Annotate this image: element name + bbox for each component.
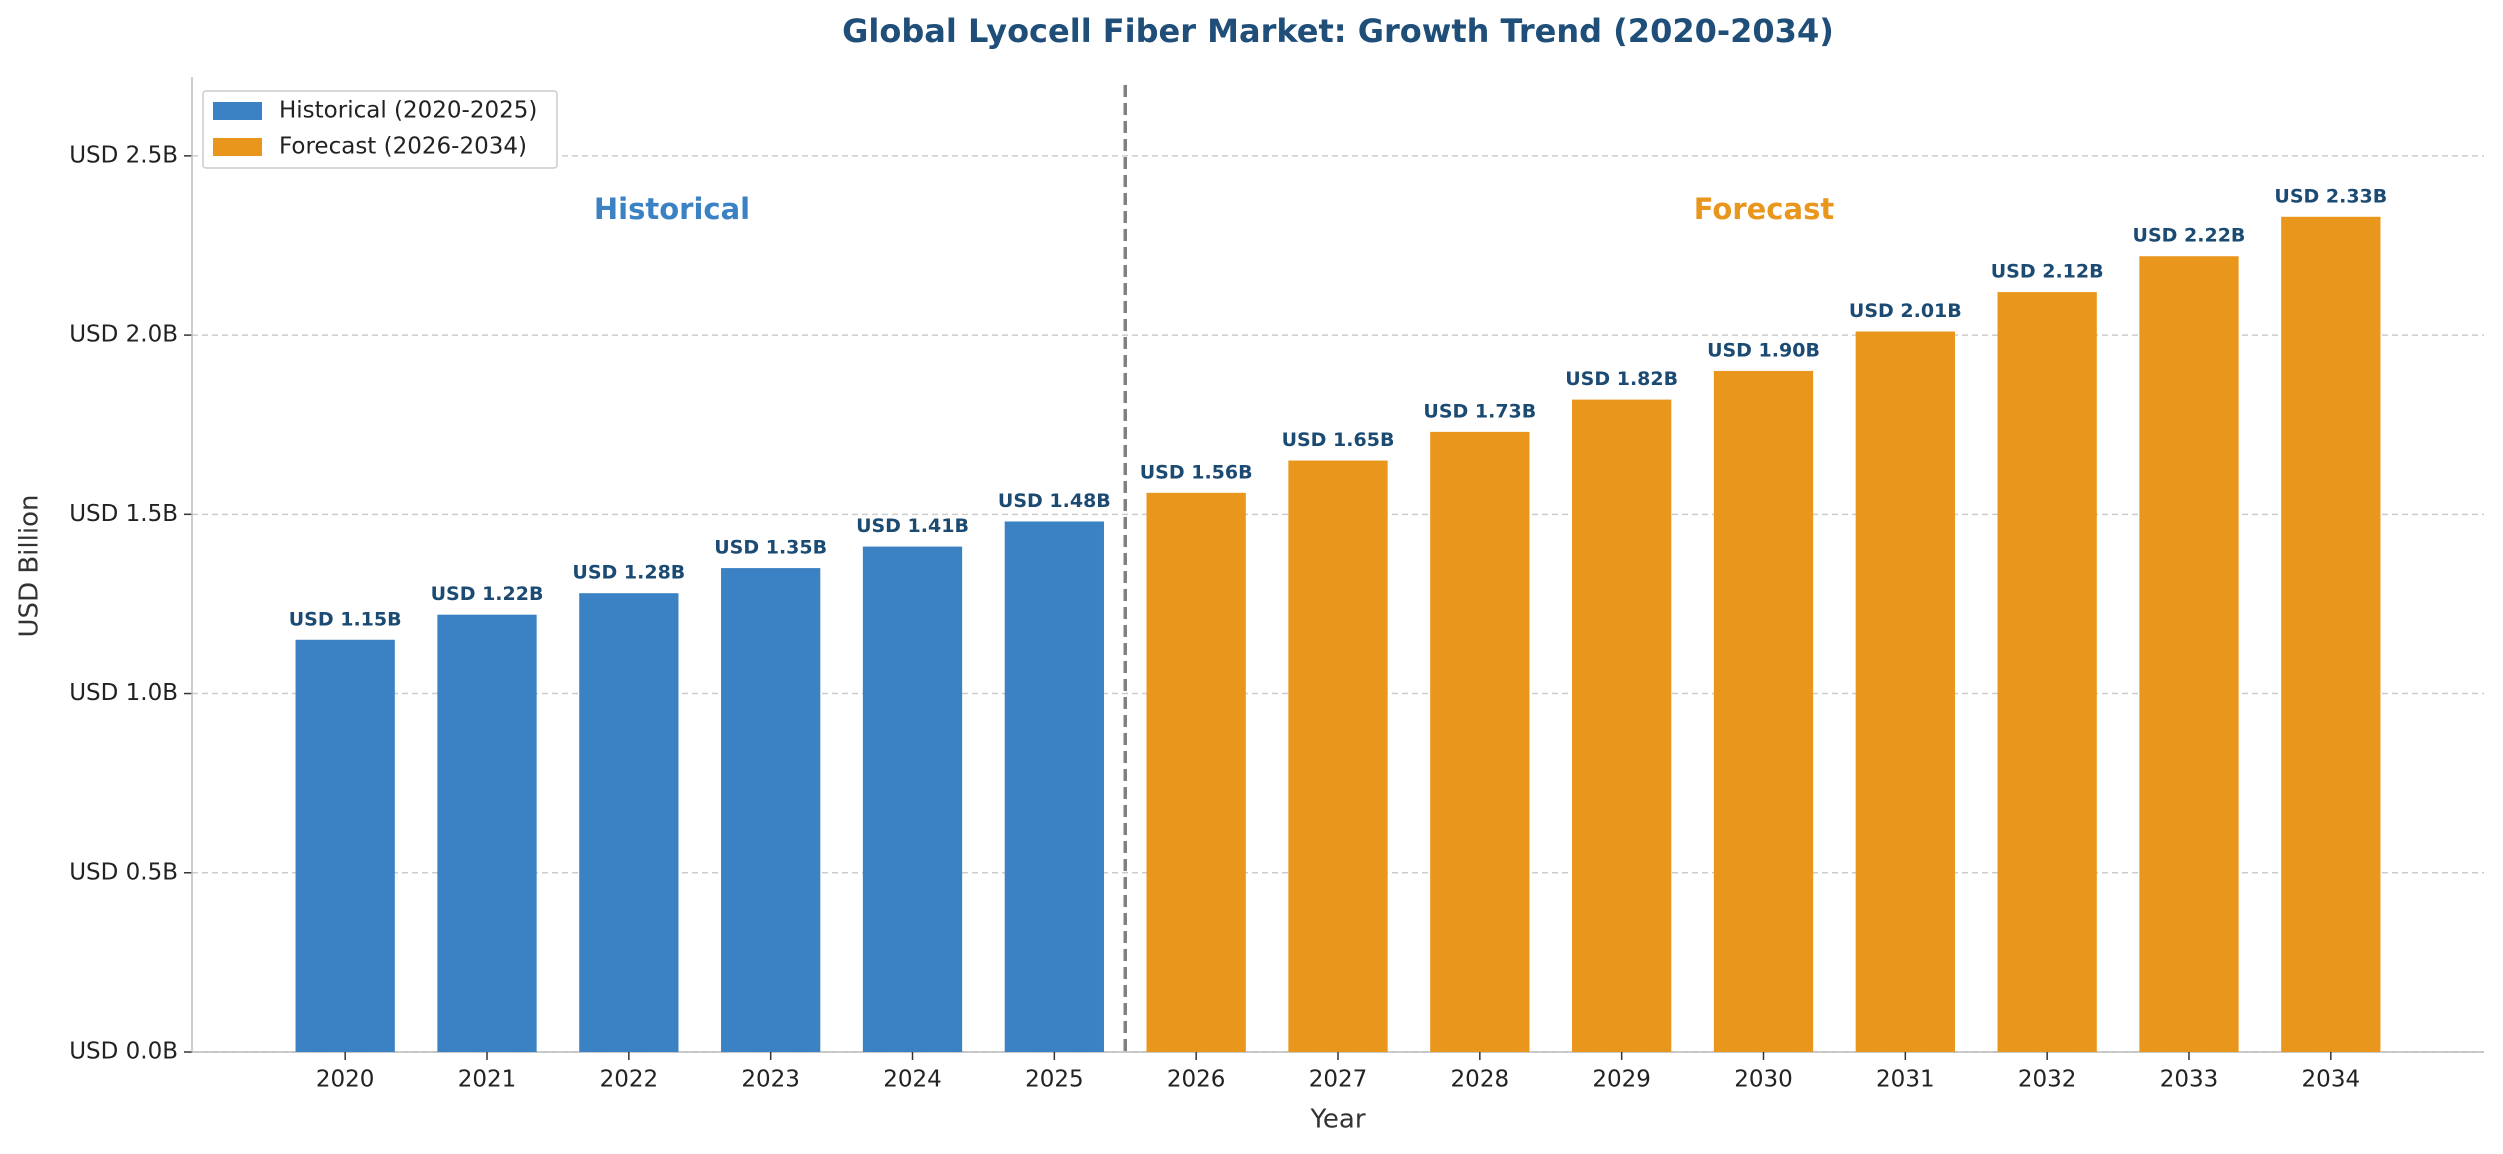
bar (862, 546, 963, 1052)
value-label: USD 1.56B (1140, 461, 1253, 483)
y-tick-label: USD 1.5B (69, 501, 178, 527)
value-label: USD 1.22B (431, 583, 544, 605)
value-label: USD 2.01B (1849, 300, 1962, 322)
value-label: USD 2.33B (2274, 185, 2387, 207)
value-label: USD 1.65B (1282, 429, 1395, 451)
value-label: USD 1.15B (289, 608, 402, 630)
x-tick-label: 2028 (1451, 1067, 1510, 1093)
legend-label: Forecast (2026-2034) (279, 134, 527, 160)
bar (1004, 521, 1104, 1052)
legend-swatch (213, 102, 262, 120)
annotation: Forecast (1694, 192, 1835, 226)
x-tick-label: 2033 (2160, 1067, 2219, 1093)
legend-swatch (213, 138, 262, 156)
bar (2281, 216, 2381, 1052)
bar (579, 593, 679, 1052)
x-tick-label: 2023 (741, 1067, 800, 1093)
bar (1997, 292, 2097, 1053)
bar (721, 568, 821, 1052)
bar (1572, 399, 1672, 1052)
x-tick-label: 2022 (600, 1067, 659, 1093)
value-label: USD 1.35B (714, 537, 827, 559)
value-label: USD 2.12B (1991, 261, 2104, 283)
bar (2139, 256, 2239, 1053)
legend-box (202, 90, 558, 169)
bar (1288, 460, 1388, 1052)
x-tick-label: 2029 (1592, 1067, 1651, 1093)
x-tick-label: 2024 (883, 1067, 942, 1093)
y-tick-label: USD 1.0B (69, 680, 178, 706)
bar (1146, 492, 1246, 1052)
value-label: USD 1.28B (572, 562, 685, 584)
y-tick-label: USD 2.0B (69, 322, 178, 348)
x-tick-label: 2027 (1309, 1067, 1368, 1093)
x-tick-label: 2031 (1876, 1067, 1935, 1093)
x-tick-label: 2021 (458, 1067, 517, 1093)
x-tick-label: 2030 (1734, 1067, 1793, 1093)
annotation: Historical (594, 192, 750, 226)
value-label: USD 1.90B (1707, 339, 1820, 361)
x-tick-label: 2032 (2018, 1067, 2077, 1093)
y-axis-label: USD Billion (15, 495, 45, 638)
y-tick-label: USD 0.5B (69, 859, 178, 885)
value-label: USD 1.73B (1423, 400, 1536, 422)
bar (1713, 370, 1814, 1052)
y-tick-label: USD 2.5B (69, 142, 178, 168)
x-tick-label: 2020 (316, 1067, 375, 1093)
y-tick-label: USD 0.0B (69, 1039, 178, 1065)
bar (1855, 331, 1955, 1052)
bar (1430, 431, 1530, 1052)
value-label: USD 1.48B (998, 490, 1111, 512)
x-axis-label: Year (1309, 1105, 1365, 1135)
x-tick-label: 2025 (1025, 1067, 1084, 1093)
chart-title: Global Lyocell Fiber Market: Growth Tren… (842, 12, 1834, 50)
value-label: USD 1.82B (1565, 368, 1678, 390)
x-tick-label: 2026 (1167, 1067, 1226, 1093)
legend-label: Historical (2020-2025) (279, 98, 537, 124)
bar (295, 639, 395, 1052)
value-label: USD 2.22B (2133, 225, 2246, 247)
bar (437, 614, 537, 1052)
x-tick-label: 2034 (2302, 1067, 2361, 1093)
value-label: USD 1.41B (856, 515, 969, 537)
